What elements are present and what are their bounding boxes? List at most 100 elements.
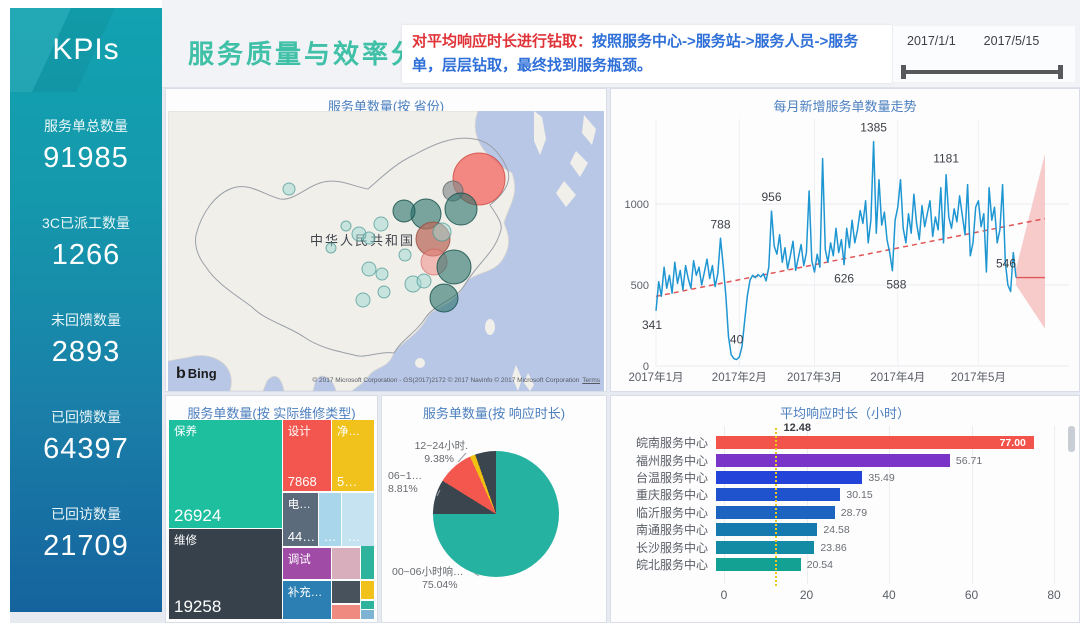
kpi-label: 已回馈数量 bbox=[51, 409, 121, 425]
treemap-tile[interactable]: … bbox=[342, 492, 374, 547]
map-bubble[interactable] bbox=[436, 249, 472, 285]
treemap-tile-label: 维修 bbox=[174, 535, 197, 548]
map-bubble[interactable] bbox=[325, 242, 337, 254]
map-bubble[interactable] bbox=[375, 267, 389, 281]
annotation-box: 对平均响应时长进行钻取：按照服务中心->服务站->服务人员->服务单，层层钻取，… bbox=[402, 25, 892, 83]
treemap-tile[interactable] bbox=[331, 548, 360, 580]
treemap-tile[interactable] bbox=[360, 581, 374, 600]
bar-rows: 皖南服务中心 77.00 福州服务中心 56.71 台温服务中心 35.49 重庆服务中心 3… bbox=[619, 434, 1052, 573]
date-range-slicer[interactable]: 2017/1/1 2017/5/15 bbox=[893, 26, 1075, 82]
map-copyright: © 2017 Microsoft Corporation - GS(2017)2… bbox=[252, 377, 600, 384]
map-bubble[interactable] bbox=[429, 283, 459, 313]
pie-label-06h: 06~1… 8.81% bbox=[388, 470, 444, 496]
data-point-label: 788 bbox=[710, 217, 730, 231]
pie-slice-pct: 8.81% bbox=[388, 483, 418, 496]
map-bubble[interactable] bbox=[362, 231, 376, 245]
date-end-value[interactable]: 2017/5/15 bbox=[983, 34, 1040, 48]
map-bubble[interactable] bbox=[432, 222, 452, 242]
treemap-tile[interactable]: 调试 bbox=[282, 548, 331, 580]
treemap-tile[interactable] bbox=[360, 610, 374, 619]
bar[interactable] bbox=[716, 523, 818, 537]
bar[interactable] bbox=[716, 470, 863, 484]
map-bubble[interactable] bbox=[361, 261, 377, 277]
map-bubble[interactable] bbox=[373, 216, 389, 232]
x-axis-tick-label: 2017年4月 bbox=[870, 370, 925, 384]
annotation-blue-text: 按照服务中心->服务站->服务人员->服务单，层层钻取，最终找到服务瓶颈。 bbox=[412, 33, 859, 74]
treemap-tile[interactable]: 保养 26924 bbox=[169, 420, 282, 529]
bar[interactable] bbox=[716, 436, 1034, 450]
kpi-label: 未回馈数量 bbox=[51, 312, 121, 328]
map-bubble[interactable] bbox=[340, 220, 352, 232]
x-axis-tick-label: 2017年2月 bbox=[712, 370, 767, 384]
treemap-tile[interactable] bbox=[331, 581, 360, 604]
map-bubble[interactable] bbox=[282, 182, 296, 196]
treemap-tile[interactable] bbox=[360, 601, 374, 610]
bar-gridline bbox=[724, 426, 725, 584]
bar-category-label: 南通服务中心 bbox=[635, 523, 708, 538]
pie-chart-panel[interactable]: 服务单数量(按 响应时长) 12~24小时. 9.38% 06~1… 8.81%… bbox=[381, 395, 607, 623]
bar-value-label: 30.15 bbox=[846, 489, 873, 502]
treemap-tile[interactable]: 净… 5… bbox=[331, 420, 374, 491]
series-line[interactable] bbox=[655, 140, 1017, 361]
bar-value-label: 20.54 bbox=[806, 558, 833, 571]
pie-chart[interactable] bbox=[433, 451, 559, 577]
treemap-tile-label: 补充… bbox=[287, 587, 323, 600]
bar[interactable] bbox=[716, 453, 950, 467]
island-japan bbox=[556, 115, 596, 207]
bar-category-label: 长沙服务中心 bbox=[635, 540, 708, 555]
date-slider-handle-end[interactable] bbox=[1058, 65, 1063, 79]
kpi-3c-dispatched: 3C已派工数量 1266 bbox=[10, 213, 162, 272]
bar[interactable] bbox=[716, 505, 835, 519]
bar-chart-panel[interactable]: 平均响应时长（小时） 0 20 40 60 80 皖南服务中心 77.00 福州服务中心 56… bbox=[610, 395, 1080, 623]
bar-gridline bbox=[889, 426, 890, 584]
treemap-tile-label: 设计 bbox=[287, 426, 311, 438]
treemap-tile[interactable] bbox=[360, 546, 374, 580]
map-bubble[interactable] bbox=[444, 192, 478, 226]
bar-row: 重庆服务中心 30.15 bbox=[619, 486, 1052, 503]
line-chart[interactable]: 341 788 40 956 626 1385 588 1181 546 0 500 1000 2017… bbox=[611, 89, 1079, 391]
treemap-tile-value: 26924 bbox=[174, 506, 222, 526]
treemap-chart-panel[interactable]: 服务单数量(按 实际维修类型) 保养 26924 维修 19258 设计 7868 净… 5…… bbox=[165, 395, 378, 623]
date-start-value[interactable]: 2017/1/1 bbox=[907, 34, 956, 48]
bar-track: 24.58 bbox=[716, 523, 1052, 537]
bar[interactable] bbox=[716, 488, 841, 502]
bing-logo-label: Bing bbox=[187, 366, 217, 381]
map-bubble[interactable] bbox=[392, 199, 416, 223]
treemap-tile[interactable]: 补充… bbox=[282, 581, 331, 619]
map-bubble[interactable] bbox=[355, 292, 371, 308]
kpi-list: 服务单总数量 91985 3C已派工数量 1266 未回馈数量 2893 已回馈… bbox=[10, 92, 162, 563]
line-chart-panel[interactable]: 341 788 40 956 626 1385 588 1181 546 0 500 1000 2017… bbox=[610, 88, 1080, 392]
map-bubble[interactable] bbox=[416, 273, 432, 289]
treemap-area: 保养 26924 维修 19258 设计 7868 净… 5… 电… 44… … … 调试 补充… bbox=[169, 420, 374, 619]
map-bubble-layer bbox=[282, 152, 506, 313]
treemap-tile-value: 19258 bbox=[174, 596, 222, 616]
treemap-tile-value: … bbox=[347, 529, 361, 545]
bar-x-tick-label: 60 bbox=[964, 588, 979, 602]
date-slider-track[interactable] bbox=[901, 65, 1063, 79]
treemap-tile[interactable]: 维修 19258 bbox=[169, 529, 282, 619]
terms-link[interactable]: Terms bbox=[582, 377, 600, 384]
scrollbar-thumb[interactable] bbox=[1068, 426, 1075, 452]
bar[interactable] bbox=[716, 540, 815, 554]
trend-line bbox=[655, 217, 1046, 298]
bar[interactable] bbox=[716, 557, 801, 571]
bar-track: 28.79 bbox=[716, 505, 1052, 519]
treemap-tile[interactable]: … bbox=[318, 492, 342, 547]
map-bubble[interactable] bbox=[452, 152, 506, 206]
bar-value-label: 28.79 bbox=[840, 506, 868, 519]
treemap-tile-label: 保养 bbox=[174, 426, 197, 438]
bar-value-label: 24.58 bbox=[823, 524, 850, 537]
treemap-tile[interactable]: 设计 7868 bbox=[282, 420, 331, 491]
island-taiwan bbox=[485, 319, 495, 335]
treemap-tile[interactable] bbox=[331, 605, 360, 619]
map-bubble[interactable] bbox=[398, 248, 412, 262]
map-bubble[interactable] bbox=[377, 285, 391, 299]
bing-map[interactable]: 中华人民共和国 bbox=[168, 111, 604, 391]
treemap-tile[interactable]: 电… 44… bbox=[282, 492, 318, 547]
pie-slice-pct: 9.38% bbox=[424, 453, 454, 466]
bing-logo[interactable]: b Bing bbox=[176, 365, 217, 383]
line-chart-title: 每月新增服务单数量走势 bbox=[773, 99, 917, 114]
date-slider-handle-start[interactable] bbox=[901, 65, 906, 79]
bar-row: 福州服务中心 56.71 bbox=[619, 451, 1052, 468]
